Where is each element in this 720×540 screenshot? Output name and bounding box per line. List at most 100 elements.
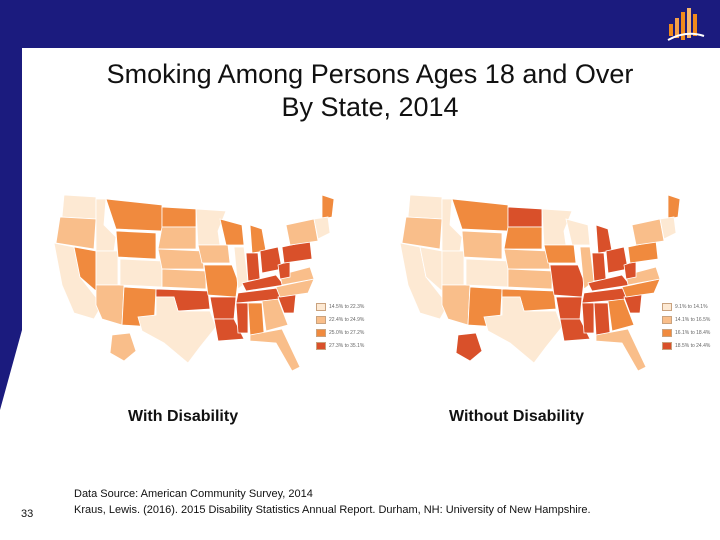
legend-swatch: [316, 316, 326, 324]
state-al: [593, 302, 611, 336]
state-in: [591, 252, 607, 282]
legend-row: 14.5% to 22.3%: [316, 301, 364, 313]
state-mo: [549, 264, 585, 298]
state-ne: [157, 248, 205, 270]
state-nd: [507, 206, 543, 228]
legend-label: 27.3% to 35.1%: [329, 343, 365, 349]
title-line-2: By State, 2014: [281, 92, 459, 122]
legend-swatch: [316, 329, 326, 337]
source-line-1: Data Source: American Community Survey, …: [74, 488, 313, 500]
map-without-disability: 9.1% to 14.1% 14.1% to 16.5% 16.1% to 18…: [384, 185, 710, 375]
legend-label: 16.1% to 18.4%: [675, 330, 711, 336]
title-line-1: Smoking Among Persons Ages 18 and Over: [106, 59, 634, 89]
state-co: [465, 258, 509, 288]
state-ne: [503, 248, 551, 270]
state-ga: [261, 298, 289, 332]
state-tx: [137, 296, 217, 364]
state-me: [321, 194, 335, 220]
state-mt: [451, 198, 509, 232]
state-va: [279, 266, 315, 286]
legend-left: 14.5% to 22.3% 22.4% to 24.9% 25.0% to 2…: [316, 301, 364, 353]
state-mn: [541, 208, 573, 246]
legend-swatch: [316, 303, 326, 311]
state-la: [559, 318, 591, 342]
state-tx: [483, 296, 563, 364]
state-ms: [235, 302, 249, 334]
legend-right: 9.1% to 14.1% 14.1% to 16.5% 16.1% to 18…: [662, 301, 710, 353]
map-with-disability: 14.5% to 22.3% 22.4% to 24.9% 25.0% to 2…: [38, 185, 364, 375]
state-wa: [61, 194, 97, 220]
legend-row: 16.1% to 18.4%: [662, 327, 710, 339]
legend-swatch: [662, 342, 672, 350]
state-wa: [407, 194, 443, 220]
state-ms: [581, 302, 595, 334]
slide-title: Smoking Among Persons Ages 18 and Over B…: [40, 58, 700, 124]
legend-label: 18.5% to 24.4%: [675, 343, 711, 349]
left-frame-bar: [0, 0, 22, 540]
source-line-2: Kraus, Lewis. (2016). 2015 Disability St…: [74, 504, 591, 516]
state-ia: [543, 244, 577, 264]
state-ny: [631, 218, 665, 246]
state-al: [247, 302, 265, 336]
state-sd: [503, 226, 543, 250]
legend-label: 14.5% to 22.3%: [329, 304, 365, 310]
state-ks: [161, 268, 207, 290]
top-banner: [0, 0, 720, 48]
legend-row: 14.1% to 16.5%: [662, 314, 710, 326]
state-mi: [249, 224, 267, 254]
state-ny: [285, 218, 319, 246]
state-az: [441, 284, 471, 326]
caption-without-disability: Without Disability: [449, 408, 584, 425]
state-ks: [507, 268, 553, 290]
state-va: [625, 266, 661, 286]
legend-swatch: [662, 329, 672, 337]
legend-row: 25.0% to 27.2%: [316, 327, 364, 339]
state-ga: [607, 298, 635, 332]
legend-row: 18.5% to 24.4%: [662, 340, 710, 352]
state-mn: [195, 208, 227, 246]
legend-row: 9.1% to 14.1%: [662, 301, 710, 313]
caption-with-disability: With Disability: [128, 408, 239, 425]
state-ar: [555, 296, 583, 320]
legend-swatch: [662, 316, 672, 324]
state-me: [667, 194, 681, 220]
logo-icon: [666, 6, 710, 44]
state-wi: [219, 218, 245, 246]
state-wi: [565, 218, 591, 246]
state-ne-states: [313, 216, 331, 240]
state-mt: [105, 198, 163, 232]
state-wy: [461, 230, 503, 260]
state-sd: [157, 226, 197, 250]
state-ut: [441, 250, 465, 286]
state-mo: [203, 264, 239, 298]
page-number: 33: [21, 508, 34, 520]
state-ak: [109, 332, 137, 362]
state-co: [119, 258, 163, 288]
legend-label: 14.1% to 16.5%: [675, 317, 711, 323]
legend-row: 27.3% to 35.1%: [316, 340, 364, 352]
state-la: [213, 318, 245, 342]
legend-label: 9.1% to 14.1%: [675, 304, 708, 310]
state-fl: [595, 328, 647, 372]
legend-label: 25.0% to 27.2%: [329, 330, 365, 336]
state-ne-states: [659, 216, 677, 240]
source-citation: Data Source: American Community Survey, …: [74, 486, 591, 518]
state-or: [55, 216, 97, 250]
state-mi: [595, 224, 613, 254]
legend-swatch: [662, 303, 672, 311]
legend-swatch: [316, 342, 326, 350]
legend-label: 22.4% to 24.9%: [329, 317, 365, 323]
us-map-left: [53, 194, 335, 372]
state-ak: [455, 332, 483, 362]
legend-row: 22.4% to 24.9%: [316, 314, 364, 326]
state-or: [401, 216, 443, 250]
state-in: [245, 252, 261, 282]
state-fl: [249, 328, 301, 372]
state-ut: [95, 250, 119, 286]
state-nd: [161, 206, 197, 228]
us-map-right: [399, 194, 681, 372]
state-wy: [115, 230, 157, 260]
state-ia: [197, 244, 231, 264]
state-az: [95, 284, 125, 326]
state-ar: [209, 296, 237, 320]
